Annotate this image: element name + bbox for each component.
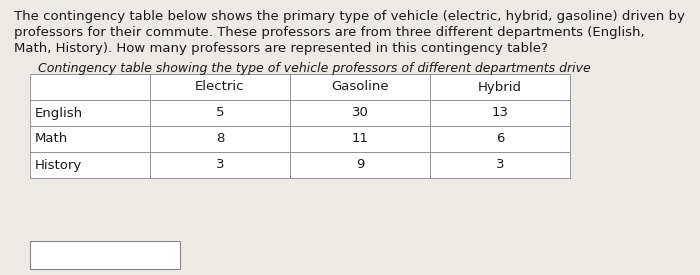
Text: 8: 8 (216, 133, 224, 145)
Bar (290, 100, 430, 126)
Bar (150, 74, 290, 100)
Text: Electric: Electric (195, 81, 245, 94)
Text: Math: Math (35, 133, 69, 145)
Bar (30, 74, 150, 100)
Bar (150, 126, 290, 152)
Text: 3: 3 (496, 158, 504, 172)
Text: 9: 9 (356, 158, 364, 172)
Text: English: English (35, 106, 83, 120)
Bar (290, 74, 430, 100)
Bar (430, 126, 570, 152)
Text: 6: 6 (496, 133, 504, 145)
Bar (30, 100, 150, 126)
Text: 3: 3 (216, 158, 224, 172)
Bar (430, 152, 570, 178)
Text: 11: 11 (351, 133, 368, 145)
Bar (30, 241, 180, 269)
Text: 5: 5 (216, 106, 224, 120)
Bar (150, 100, 290, 126)
Bar (30, 152, 150, 178)
Text: Hybrid: Hybrid (478, 81, 522, 94)
Text: 30: 30 (351, 106, 368, 120)
Bar (290, 126, 430, 152)
Text: The contingency table below shows the primary type of vehicle (electric, hybrid,: The contingency table below shows the pr… (14, 10, 685, 23)
Text: Math, History). How many professors are represented in this contingency table?: Math, History). How many professors are … (14, 42, 548, 55)
Bar (30, 126, 150, 152)
Text: Gasoline: Gasoline (331, 81, 388, 94)
Bar (150, 152, 290, 178)
Text: Contingency table showing the type of vehicle professors of different department: Contingency table showing the type of ve… (38, 62, 591, 75)
Bar (430, 74, 570, 100)
Text: 13: 13 (491, 106, 508, 120)
Bar (290, 152, 430, 178)
Text: History: History (35, 158, 83, 172)
Bar (430, 100, 570, 126)
Text: professors for their commute. These professors are from three different departme: professors for their commute. These prof… (14, 26, 645, 39)
